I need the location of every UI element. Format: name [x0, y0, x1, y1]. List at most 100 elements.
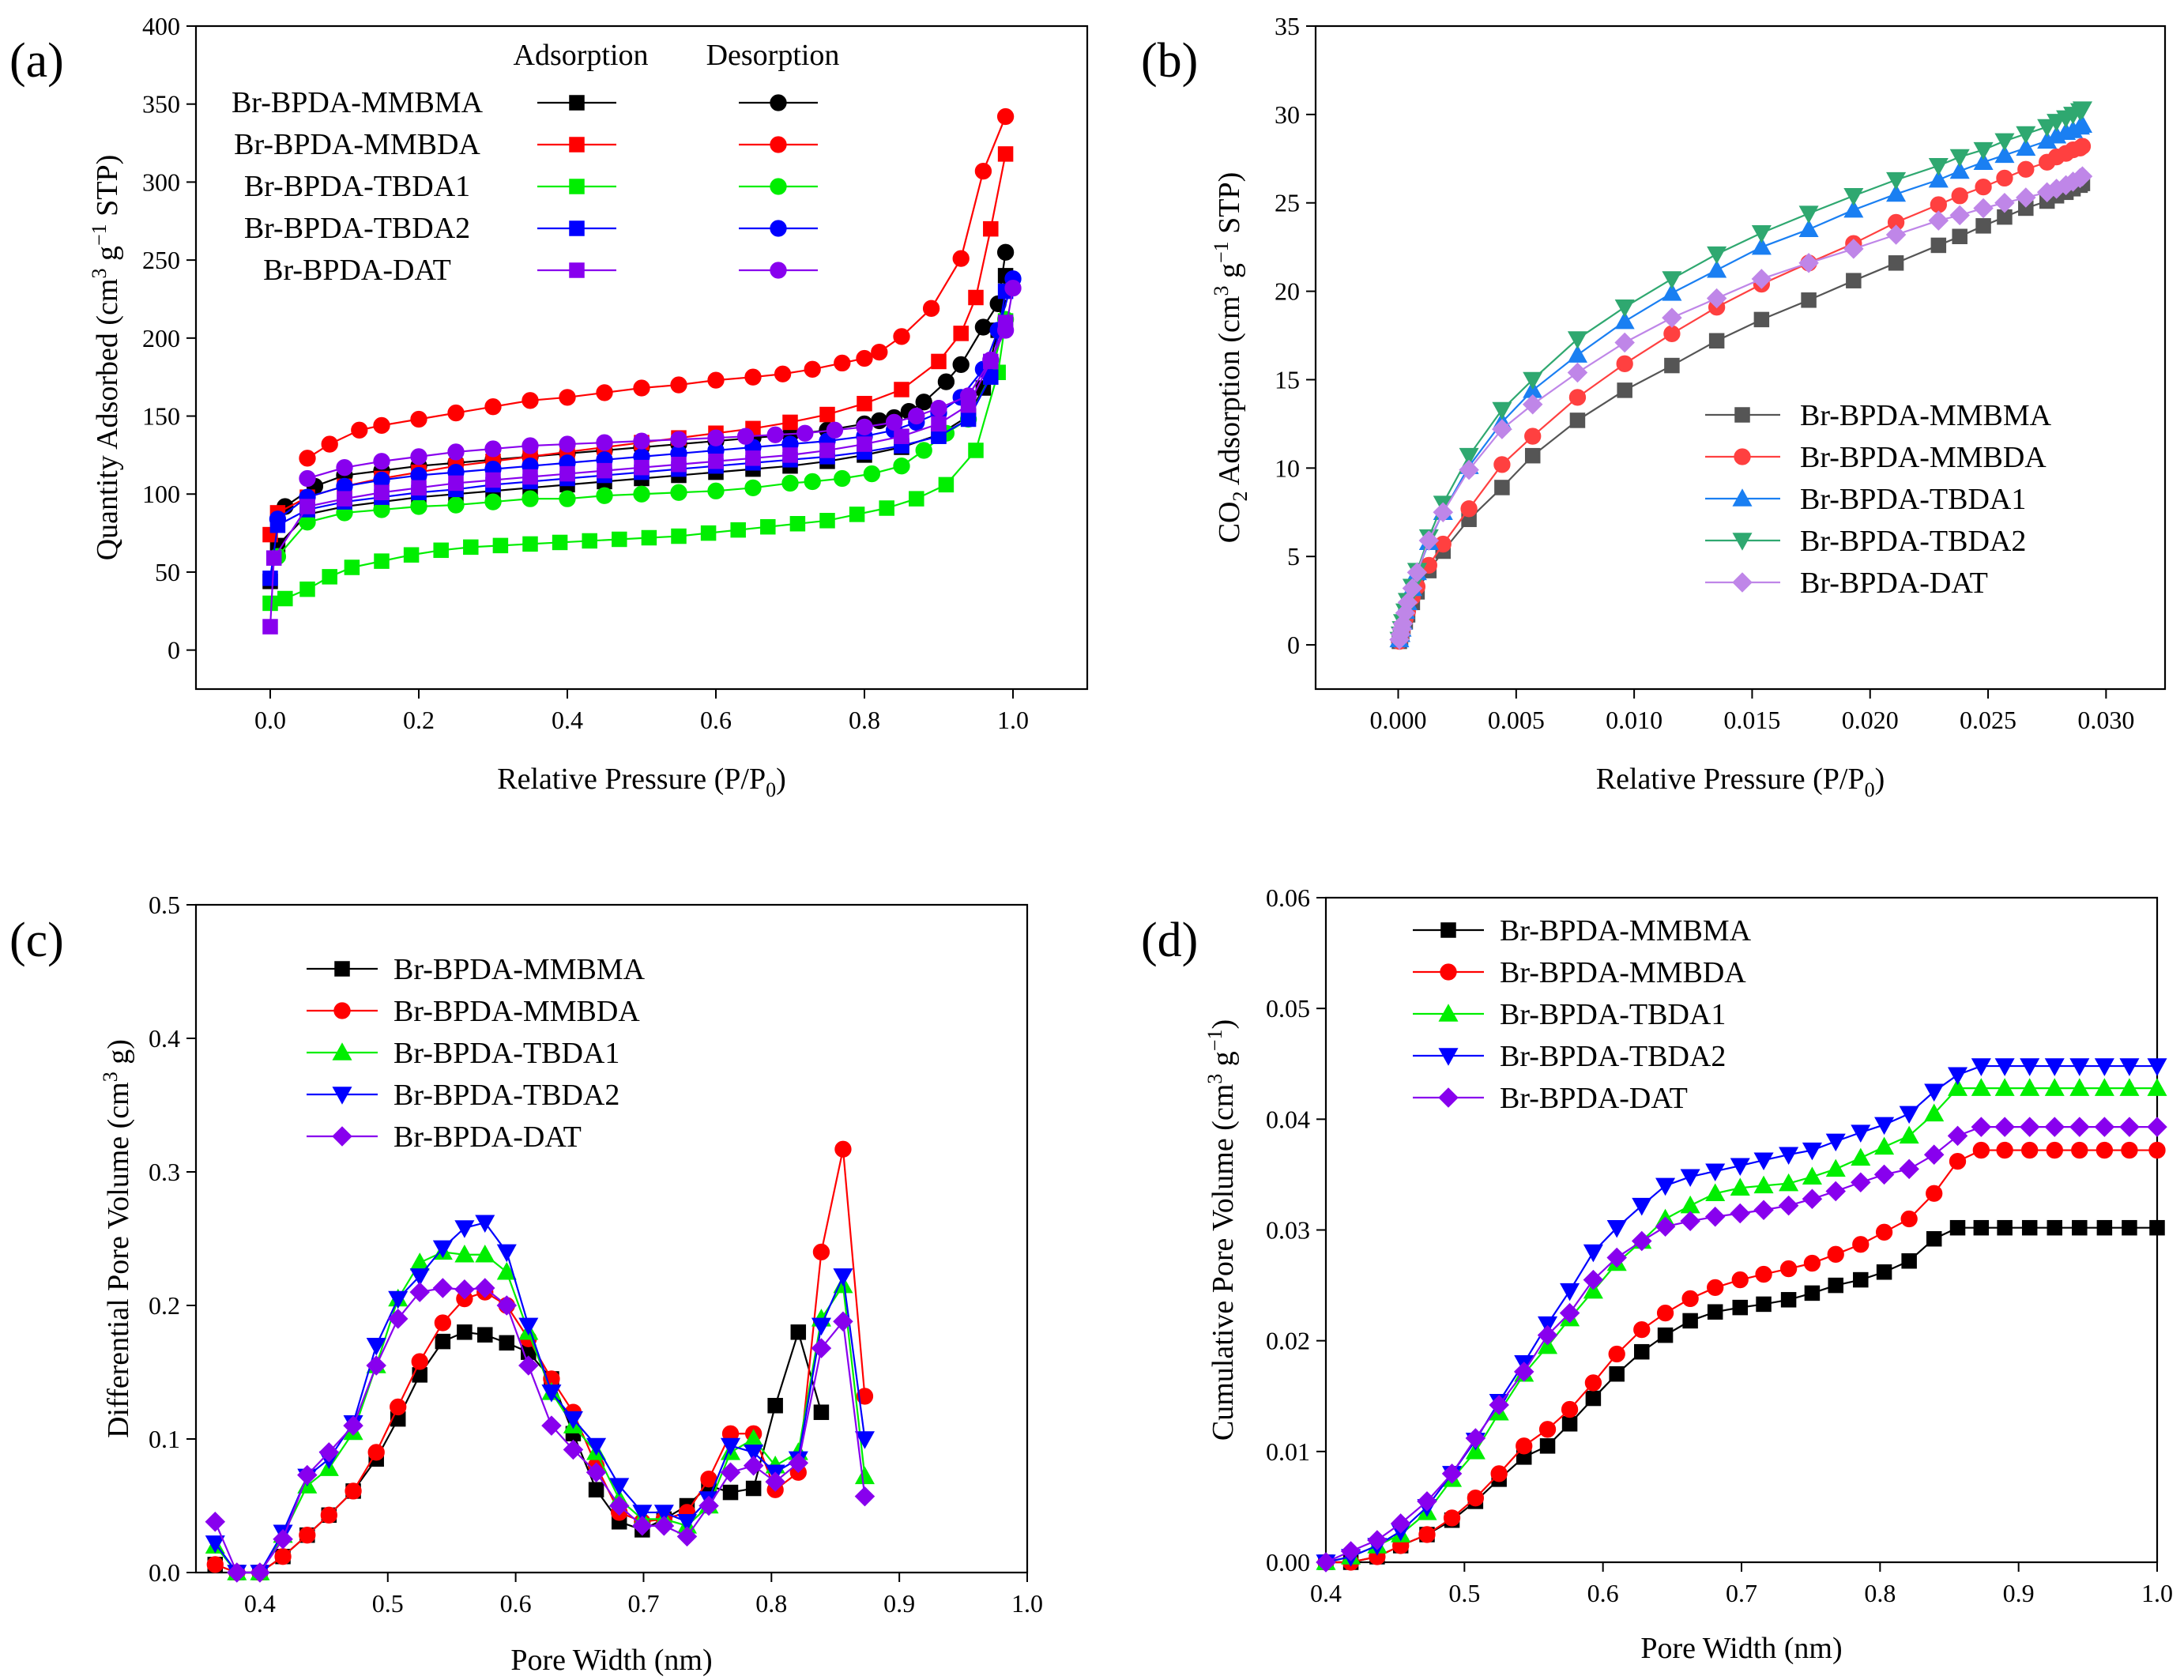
- data-point: [834, 1140, 852, 1158]
- data-point: [2016, 126, 2036, 145]
- desorption-point: [670, 484, 687, 501]
- legend-label: Br-BPDA-MMBMA: [393, 953, 646, 986]
- y-tick-label: 25: [1275, 189, 1300, 217]
- data-point: [1418, 530, 1440, 551]
- data-point: [2020, 1058, 2040, 1076]
- desorption-point: [351, 421, 368, 439]
- desorption-point: [707, 371, 725, 389]
- data-point: [2044, 1117, 2065, 1137]
- y-axis-label-part: ): [1207, 1019, 1240, 1030]
- desorption-point: [633, 379, 650, 397]
- data-point: [2119, 1058, 2140, 1076]
- data-point: [1885, 224, 1907, 245]
- data-point: [833, 1311, 853, 1332]
- data-point: [1390, 1513, 1411, 1534]
- data-point: [1753, 1175, 1774, 1194]
- data-point: [1730, 1158, 1750, 1176]
- data-point: [1798, 205, 1819, 224]
- x-tick-label: 0.020: [1842, 706, 1899, 734]
- data-point: [2147, 1117, 2167, 1137]
- x-tick-label: 1.0: [997, 706, 1029, 734]
- data-point: [1802, 1166, 1822, 1185]
- x-axis-label-part: 0: [1865, 778, 1875, 801]
- data-point: [1971, 1117, 1992, 1137]
- data-point: [1994, 192, 2015, 213]
- desorption-point: [522, 392, 539, 409]
- data-point: [1606, 1219, 1627, 1238]
- adsorption-point: [374, 484, 390, 501]
- data-point: [1930, 196, 1947, 213]
- y-tick-label: 0.3: [149, 1158, 180, 1186]
- data-point: [1949, 1219, 1966, 1236]
- legend-marker: [332, 1087, 352, 1105]
- legend-marker: [1732, 488, 1753, 507]
- legend-adsorption-marker: [569, 179, 585, 194]
- desorption-point: [596, 487, 613, 504]
- desorption-point: [484, 398, 502, 416]
- series-Br-BPDA-DAT: [262, 280, 1022, 635]
- data-point: [1708, 333, 1725, 348]
- data-point: [411, 1353, 428, 1370]
- data-point: [1732, 1299, 1748, 1316]
- adsorption-point: [374, 553, 390, 569]
- desorption-point: [856, 349, 873, 367]
- series-Br-BPDA-DAT: [1389, 166, 2093, 650]
- data-point: [2016, 137, 2036, 156]
- y-tick-label: 0.06: [1266, 883, 1310, 912]
- data-point: [1852, 1236, 1870, 1253]
- data-point: [2044, 1058, 2065, 1076]
- data-point: [1682, 1313, 1698, 1329]
- desorption-point: [871, 343, 888, 361]
- data-point: [586, 1462, 607, 1483]
- data-point: [1538, 1421, 1557, 1438]
- y-axis-label-part: 3: [88, 269, 111, 279]
- data-point: [1441, 1463, 1463, 1484]
- panel-label: (c): [9, 913, 64, 967]
- data-point: [1780, 1292, 1797, 1308]
- x-tick-label: 0.6: [700, 706, 732, 734]
- data-point: [1489, 1395, 1509, 1415]
- x-axis-label: Pore Width (nm): [510, 1644, 712, 1677]
- data-point: [788, 1452, 809, 1474]
- legend-label: Br-BPDA-DAT: [393, 1121, 582, 1154]
- y-axis-label-part: g: [1213, 263, 1246, 286]
- data-point: [676, 1526, 698, 1547]
- data-point: [250, 1562, 270, 1583]
- legend: Br-BPDA-MMBMA Br-BPDA-MMBDA Br-BPDA-TBDA1 B…: [307, 953, 646, 1154]
- data-point: [767, 1398, 783, 1414]
- data-point: [1886, 183, 1907, 202]
- data-point: [1827, 1245, 1844, 1263]
- adsorption-point: [931, 353, 947, 370]
- data-point: [1417, 1491, 1437, 1512]
- x-tick-label: 0.4: [1310, 1579, 1342, 1607]
- adsorption-point: [671, 456, 687, 473]
- data-point: [1663, 325, 1681, 342]
- data-point: [765, 1471, 785, 1492]
- legend-label: Br-BPDA-TBDA1: [1500, 998, 1726, 1031]
- adsorption-point: [700, 525, 717, 541]
- legend-label: Br-BPDA-MMBDA: [1500, 956, 1746, 989]
- plot-frame: [194, 24, 1089, 691]
- desorption-point: [484, 440, 502, 458]
- data-point: [1973, 198, 1994, 219]
- data-point: [2021, 1141, 2039, 1159]
- y-axis-label: Quantity Adsorbed (cm3 g−1 STP): [88, 155, 124, 561]
- adsorption-point: [879, 500, 894, 516]
- x-tick-label: 0.9: [883, 1589, 915, 1618]
- adsorption-point: [745, 450, 761, 466]
- legend-adsorption-marker: [569, 262, 585, 278]
- data-point: [1561, 1416, 1578, 1432]
- data-point: [1779, 1147, 1799, 1165]
- data-point: [720, 1437, 741, 1456]
- desorption-point: [269, 510, 287, 528]
- desorption-point: [299, 469, 316, 488]
- data-point: [1706, 288, 1727, 309]
- data-point: [1632, 1197, 1652, 1216]
- data-point: [1756, 1296, 1772, 1313]
- data-point: [1492, 419, 1512, 439]
- desorption-point: [596, 384, 613, 401]
- x-tick-label: 0.005: [1488, 706, 1545, 734]
- desorption-point: [707, 429, 725, 446]
- y-axis-label-part: Cumulative Pore Volume (cm: [1207, 1084, 1240, 1441]
- desorption-point: [826, 421, 844, 439]
